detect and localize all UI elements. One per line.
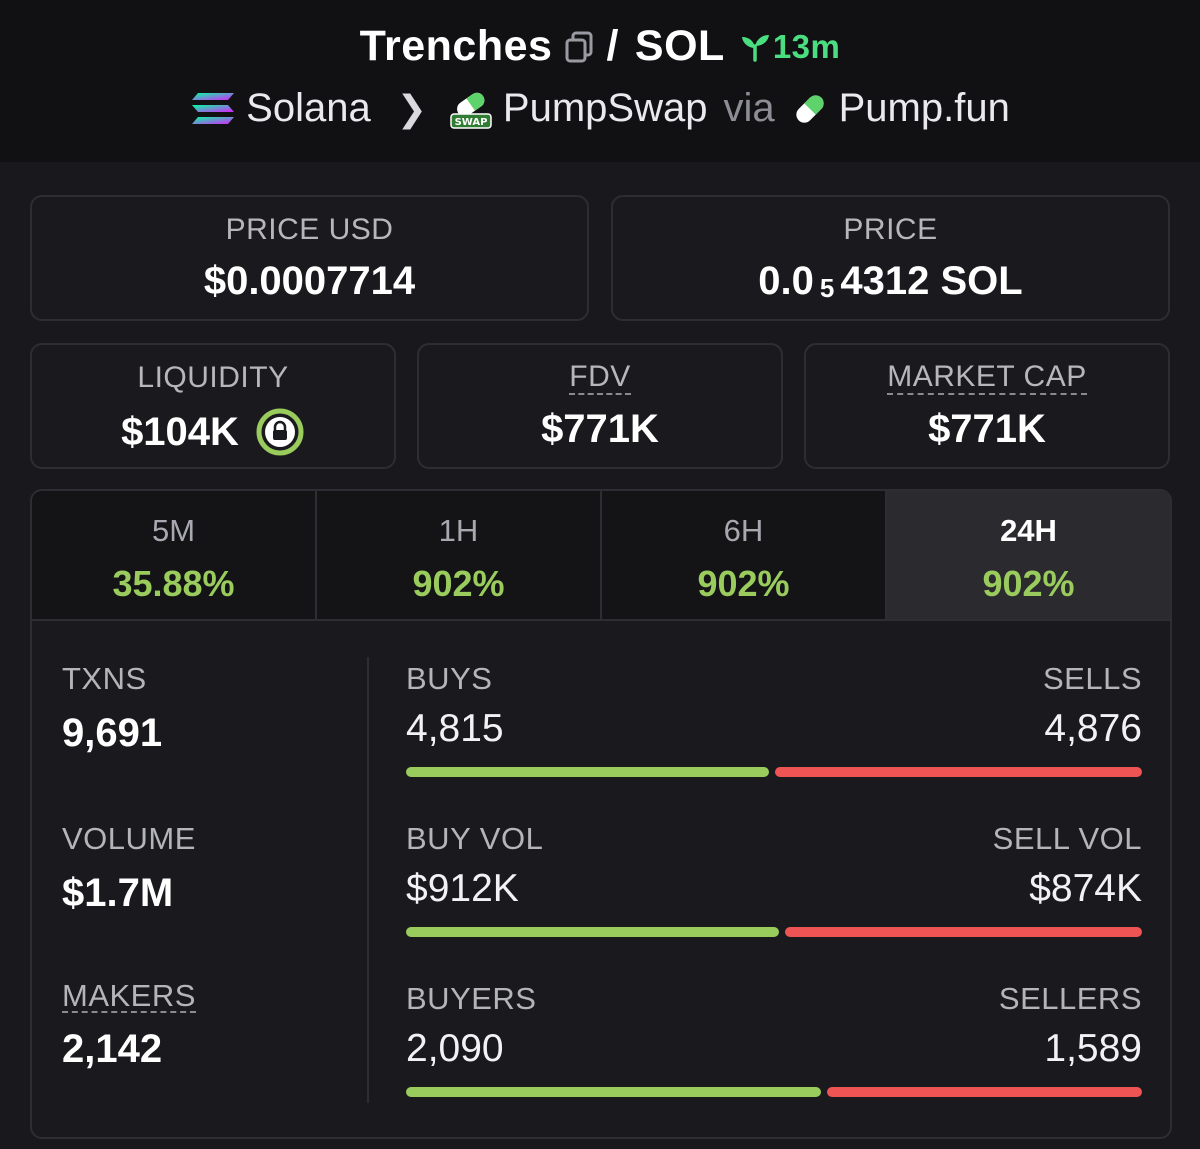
buys-value: 4,815: [406, 707, 504, 750]
sellers-value: 1,589: [1044, 1027, 1142, 1070]
makers-value: 2,142: [62, 1027, 163, 1071]
sell-vol-bar: [785, 927, 1142, 937]
sellers-label: SELLERS: [998, 981, 1142, 1016]
pair-separator: /: [606, 22, 619, 70]
sell-vol-label: SELL VOL: [992, 821, 1142, 856]
sprout-icon: [741, 34, 769, 62]
volume-stat: VOLUME $1.7M: [62, 821, 196, 916]
volume-value: $1.7M: [62, 871, 174, 915]
buyers-bar: [406, 1087, 821, 1097]
price-usd-card: PRICE USD $0.0007714: [30, 195, 589, 321]
buys-sells-values: 4,815 4,876: [406, 697, 1142, 751]
buys-sells-stat: BUYS SELLS 4,815 4,876: [406, 661, 1142, 751]
stats-divider: [367, 657, 369, 1103]
sellers-bar: [827, 1087, 1142, 1097]
price-native-prefix: 0.0: [758, 259, 814, 303]
tab-6h[interactable]: 6H 902%: [602, 491, 887, 621]
buyers-sellers-stat: BUYERS SELLERS 2,090 1,589: [406, 981, 1142, 1071]
price-change: 902%: [697, 563, 790, 604]
launchpad-link[interactable]: Pump.fun: [838, 86, 1010, 130]
buys-sells-labels: BUYS SELLS: [406, 661, 1142, 697]
makers-label[interactable]: MAKERS: [62, 978, 196, 1013]
buyers-sellers-labels: BUYERS SELLERS: [406, 981, 1142, 1017]
timeframe-tabs: 5M 35.88% 1H 902% 6H 902% 24H 902%: [30, 489, 1172, 621]
buys-bar: [406, 767, 769, 777]
buy-vol-bar: [406, 927, 779, 937]
chevron-right-icon: ❯: [396, 87, 427, 129]
pair-source-path: Solana ❯ SWAP PumpSwap via Pump.fun: [0, 86, 1200, 131]
solana-logo: [190, 90, 236, 128]
tab-label: 6H: [723, 513, 764, 548]
tab-24h[interactable]: 24H 902%: [887, 491, 1170, 621]
volume-split-labels: BUY VOL SELL VOL: [406, 821, 1142, 857]
price-native-digits: 4312 SOL: [840, 259, 1023, 303]
pair-age: 13m: [739, 28, 841, 66]
copy-icon[interactable]: [564, 31, 594, 63]
txns-stat: TXNS 9,691: [62, 661, 162, 756]
trade-stats-panel: TXNS 9,691 VOLUME $1.7M MAKERS 2,142 BUY…: [30, 619, 1172, 1139]
price-native-label: PRICE: [843, 213, 938, 246]
buy-sell-volume-stat: BUY VOL SELL VOL $912K $874K: [406, 821, 1142, 911]
fdv-label[interactable]: FDV: [569, 360, 631, 395]
price-usd-label: PRICE USD: [225, 213, 394, 246]
buys-label: BUYS: [406, 661, 493, 696]
price-native-value: 0.0 5 4312 SOL: [758, 259, 1022, 304]
makers-stat: MAKERS 2,142: [62, 978, 196, 1072]
price-change: 35.88%: [112, 563, 235, 604]
buyers-sellers-values: 2,090 1,589: [406, 1017, 1142, 1071]
svg-text:SWAP: SWAP: [454, 117, 487, 128]
tab-label: 24H: [1000, 513, 1057, 548]
tab-1h[interactable]: 1H 902%: [317, 491, 602, 621]
pumpfun-logo: [791, 90, 829, 128]
buyers-value: 2,090: [406, 1027, 504, 1070]
volume-split-values: $912K $874K: [406, 857, 1142, 911]
chain-link[interactable]: Solana: [246, 86, 371, 130]
sells-bar: [775, 767, 1142, 777]
via-label: via: [723, 86, 775, 130]
price-change: 902%: [412, 563, 505, 604]
price-usd-value: $0.0007714: [203, 259, 416, 303]
pumpswap-logo: SWAP: [449, 87, 493, 131]
txns-value: 9,691: [62, 711, 163, 755]
market-cap-label[interactable]: MARKET CAP: [887, 360, 1087, 395]
pair-header: Trenches / SOL 13m: [0, 0, 1200, 162]
market-cap-card: MARKET CAP $771K: [804, 343, 1170, 469]
buyers-label: BUYERS: [406, 981, 537, 1016]
price-native-card: PRICE 0.0 5 4312 SOL: [611, 195, 1170, 321]
sell-vol-value: $874K: [1029, 867, 1142, 910]
sells-value: 4,876: [1044, 707, 1142, 750]
lock-icon[interactable]: [255, 407, 305, 457]
liquidity-value: $104K: [121, 409, 239, 454]
pair-age-text: 13m: [772, 27, 841, 65]
buy-vol-value: $912K: [406, 867, 519, 910]
fdv-value: $771K: [541, 407, 659, 451]
liquidity-card: LIQUIDITY $104K: [30, 343, 396, 469]
token-name: Trenches: [359, 22, 553, 70]
liquidity-value-row: $104K: [121, 407, 305, 457]
tab-label: 1H: [438, 513, 479, 548]
fdv-card: FDV $771K: [417, 343, 783, 469]
price-change: 902%: [982, 563, 1075, 604]
dex-link[interactable]: PumpSwap: [502, 86, 708, 130]
quote-token: SOL: [634, 22, 725, 70]
tab-label: 5M: [151, 513, 196, 548]
volume-label: VOLUME: [62, 821, 196, 856]
buy-vol-label: BUY VOL: [406, 821, 544, 856]
liquidity-label: LIQUIDITY: [137, 361, 289, 394]
txns-label: TXNS: [62, 661, 147, 696]
tab-5m[interactable]: 5M 35.88%: [32, 491, 317, 621]
sells-label: SELLS: [1042, 661, 1142, 696]
market-cap-value: $771K: [928, 407, 1046, 451]
price-native-zero-count: 5: [819, 273, 835, 303]
pair-title: Trenches / SOL 13m: [0, 22, 1200, 71]
